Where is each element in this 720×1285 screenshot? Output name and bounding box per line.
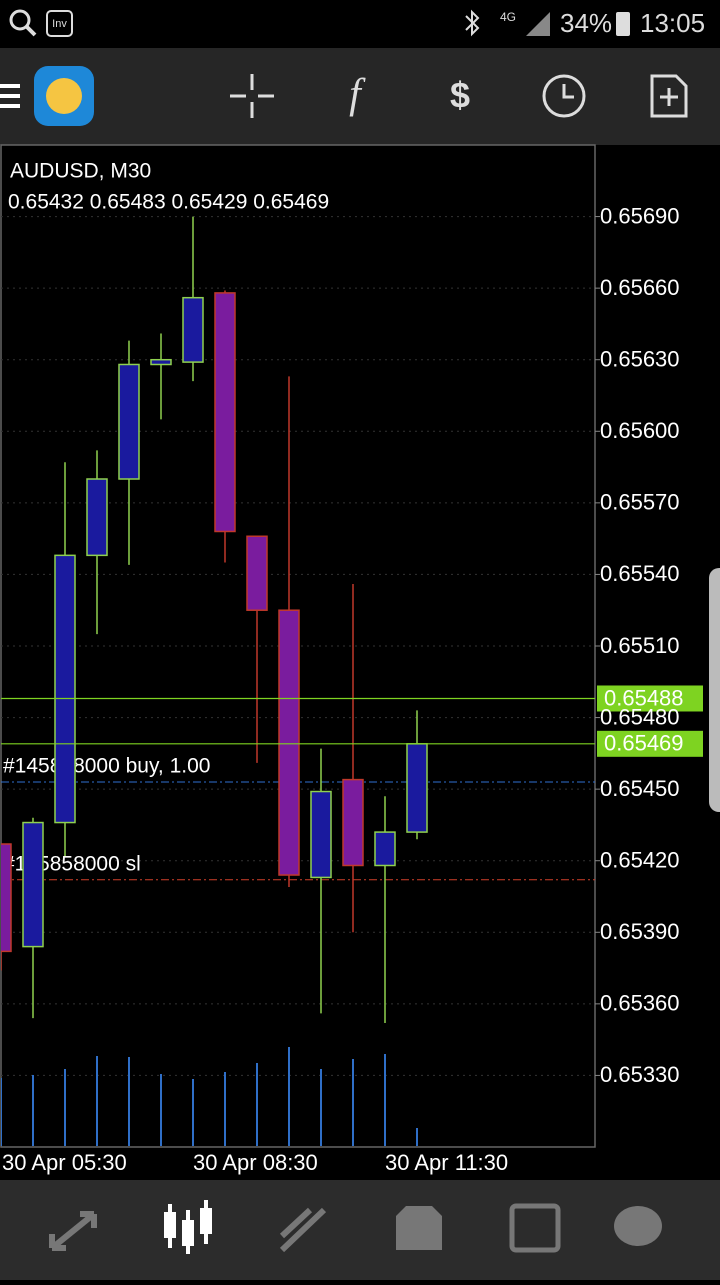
- candles: [1, 216, 428, 1023]
- y-tick-label: 0.65660: [600, 275, 680, 300]
- chart-subtitle: 0.65432 0.65483 0.65429 0.65469: [8, 191, 329, 214]
- search-icon: [9, 9, 31, 31]
- y-tick-label: 0.65420: [600, 848, 680, 873]
- candle-body: [374, 831, 396, 867]
- trade-icon[interactable]: $: [450, 75, 470, 116]
- status-bar: [0, 0, 720, 48]
- x-tick-label: 30 Apr 08:30: [193, 1150, 318, 1175]
- y-tick-label: 0.65360: [600, 991, 680, 1016]
- candle-body: [54, 554, 76, 824]
- price-tag-label: 0.65488: [604, 685, 684, 710]
- candle-body: [246, 535, 268, 611]
- history-tab[interactable]: [396, 1206, 442, 1250]
- new-chart-icon[interactable]: [650, 74, 688, 118]
- quotes-tab[interactable]: [49, 1211, 97, 1251]
- x-tick-label: 30 Apr 11:30: [385, 1150, 508, 1175]
- bluetooth-icon: [465, 9, 480, 37]
- bottom-nav: [0, 1180, 720, 1280]
- y-tick-label: 0.65480: [600, 704, 680, 729]
- news-tab[interactable]: [509, 1203, 561, 1253]
- candle-body: [406, 743, 428, 833]
- price-lines: 0.65488 0.65469: [1, 685, 703, 757]
- price-tag: [597, 730, 703, 757]
- battery-icon: [616, 12, 630, 36]
- clock-text: 13:05: [640, 8, 705, 38]
- toolbar: [0, 48, 720, 145]
- candle-body: [118, 363, 140, 480]
- y-tick-label: 0.65390: [600, 919, 680, 944]
- candle-body: [278, 609, 300, 876]
- menu-icon[interactable]: [0, 84, 20, 108]
- order-label: #145858000 buy, 1.00: [3, 755, 210, 778]
- new-chart-icon: [660, 88, 678, 106]
- trade-tab[interactable]: [279, 1207, 327, 1253]
- timeframe-icon[interactable]: [542, 74, 586, 118]
- chart-title: AUDUSD, M30: [10, 160, 151, 183]
- side-handle[interactable]: [709, 568, 720, 812]
- y-tick-label: 0.65540: [600, 561, 680, 586]
- y-tick-label: 0.65690: [600, 203, 680, 228]
- battery-text: 34%: [560, 8, 612, 38]
- price-tag: [597, 685, 703, 712]
- y-tick-label: 0.65600: [600, 418, 680, 443]
- signal-icon: [526, 12, 550, 36]
- candle-body: [182, 296, 204, 363]
- badge-text: Inv: [52, 18, 67, 30]
- chart-tab[interactable]: [164, 1200, 212, 1254]
- candle-body: [86, 478, 108, 557]
- candle-body: [1, 843, 12, 953]
- badge-icon: [46, 10, 73, 37]
- search-icon: [25, 25, 37, 37]
- chat-tab[interactable]: [614, 1206, 662, 1246]
- y-tick-label: 0.65450: [600, 776, 680, 801]
- axis: 0.65690 0.65660 0.65630 0.65600 0.65570 0.655…: [2, 203, 680, 1174]
- candle-body: [310, 790, 332, 879]
- candle-body: [214, 292, 236, 533]
- y-tick-label: 0.65510: [600, 633, 680, 658]
- network-text: 4G: [500, 10, 516, 24]
- y-tick-label: 0.65630: [600, 347, 680, 372]
- timeframe-icon: [562, 84, 574, 99]
- app-logo-mark: [46, 78, 82, 114]
- y-tick-label: 0.65570: [600, 490, 680, 515]
- candle-body: [22, 821, 44, 948]
- x-tick-label: 30 Apr 05:30: [2, 1150, 127, 1175]
- y-tick-label: 0.65330: [600, 1062, 680, 1087]
- price-tag-label: 0.65469: [604, 731, 684, 756]
- crosshair-icon[interactable]: [230, 74, 274, 118]
- candle-body: [342, 778, 364, 867]
- volumes: [1, 1047, 418, 1146]
- candle-body: [150, 358, 172, 366]
